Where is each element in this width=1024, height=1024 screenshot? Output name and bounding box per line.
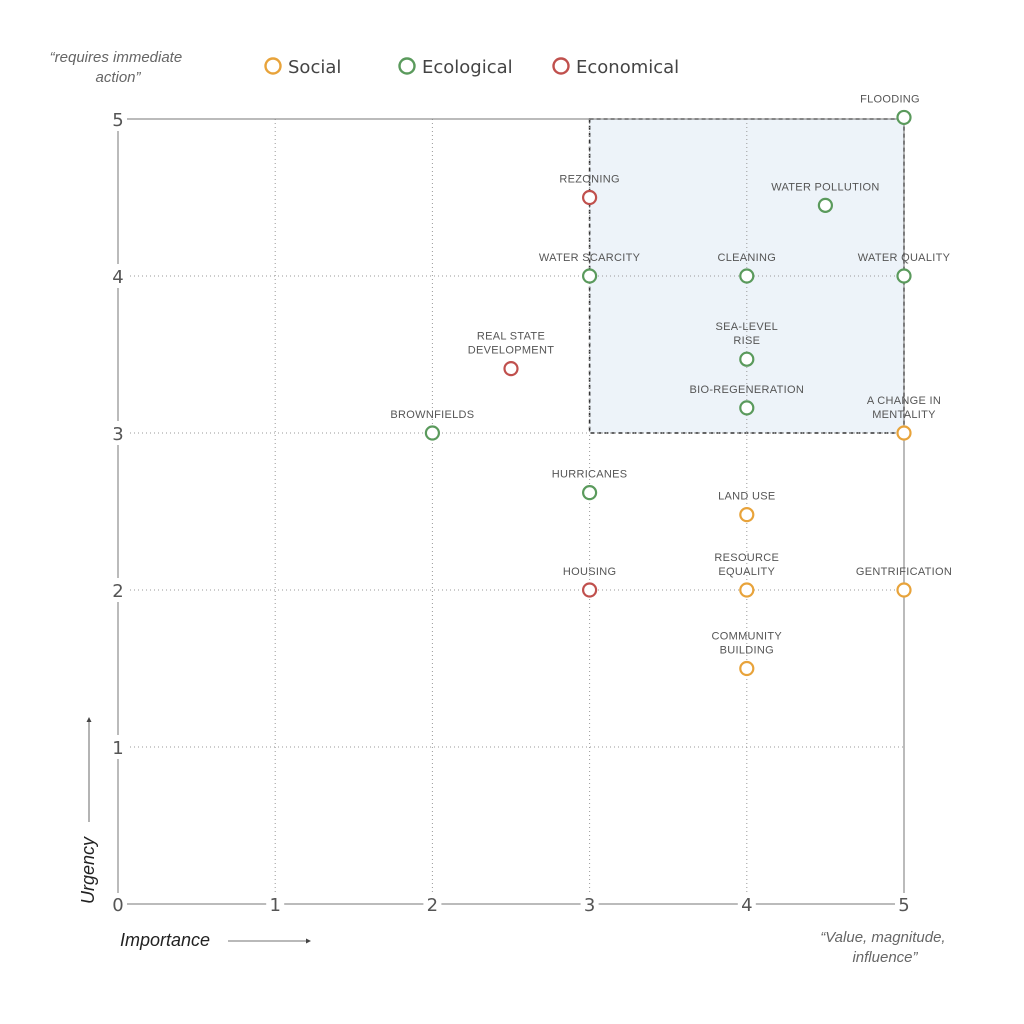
points-layer — [424, 109, 912, 677]
point-rezoning — [581, 189, 598, 206]
annotation-top: “requires immediate action” — [50, 49, 187, 86]
point-label-brownfields: BROWNFIELDS — [390, 409, 474, 421]
point-label-water-scarcity: WATER SCARCITY — [539, 252, 641, 264]
point-brownfields — [424, 425, 440, 441]
point-labels-layer: A CHANGE IN MENTALITY LAND USE RESOURCE EQUA… — [390, 93, 952, 657]
point-water-quality — [896, 268, 912, 284]
y-tick-label-3: 3 — [112, 424, 123, 445]
annotation-bottom-right: “Value, magnitude, influence” — [820, 929, 950, 966]
point-label-a-change-in-mentality: A CHANGE IN MENTALITY — [867, 395, 941, 421]
point-label-housing: HOUSING — [563, 566, 616, 578]
x-tick-label-4: 4 — [741, 895, 752, 916]
point-water-scarcity — [581, 268, 598, 284]
point-community-building — [739, 660, 755, 677]
point-housing — [581, 582, 598, 598]
legend-label-social: Social — [288, 57, 341, 78]
point-label-rezoning: REZONING — [559, 174, 619, 186]
x-tick-backing — [580, 893, 599, 915]
x-axis-title: Importance — [120, 930, 311, 950]
x-tick-backing — [895, 893, 913, 915]
x-tick-label-5: 5 — [898, 895, 909, 916]
legend-label-economical: Economical — [576, 57, 679, 78]
x-tick-label-0: 0 — [112, 895, 123, 916]
point-label-sea-level-rise: SEA-LEVEL RISE — [715, 321, 778, 347]
tick-labels-layer: 0 1 2 3 4 5 1 2 3 4 5 — [109, 107, 913, 916]
y-axis-arrowhead — [86, 717, 92, 722]
point-label-water-quality: WATER QUALITY — [858, 252, 951, 264]
y-tick-backing — [109, 264, 127, 288]
x-axis-arrowhead — [306, 938, 311, 944]
y-tick-backing — [109, 107, 127, 131]
point-label-gentrification: GENTRIFICATION — [856, 566, 952, 578]
y-tick-label-5: 5 — [112, 110, 123, 131]
point-sea-level-rise — [739, 351, 755, 367]
legend-label-ecological: Ecological — [422, 57, 513, 78]
legend-marker-economical — [552, 57, 570, 75]
point-label-water-pollution: WATER POLLUTION — [771, 181, 879, 193]
point-hurricanes — [581, 485, 598, 501]
y-tick-label-2: 2 — [112, 581, 123, 602]
y-axis-title: Urgency — [78, 717, 98, 904]
legend-marker-ecological — [398, 57, 416, 75]
y-tick-label-1: 1 — [112, 738, 123, 759]
point-land-use — [739, 507, 755, 523]
point-label-bio-regeneration: BIO-REGENERATION — [689, 384, 804, 396]
point-label-land-use: LAND USE — [718, 491, 775, 503]
y-tick-backing — [109, 578, 127, 602]
x-tick-label-1: 1 — [269, 895, 280, 916]
point-cleaning — [739, 268, 755, 284]
y-tick-backing — [109, 735, 127, 759]
point-label-community-building: COMMUNITY BUILDING — [712, 631, 783, 657]
x-tick-label-2: 2 — [427, 895, 438, 916]
axes-layer — [117, 118, 905, 905]
point-label-flooding: FLOODING — [860, 93, 920, 105]
point-water-pollution — [817, 197, 834, 213]
point-label-cleaning: CLEANING — [717, 252, 776, 264]
y-tick-label-4: 4 — [112, 267, 123, 288]
x-axis-label: Importance — [120, 930, 210, 950]
x-tick-backing — [737, 893, 756, 915]
point-real-state-development — [503, 361, 519, 377]
point-gentrification — [896, 582, 912, 598]
legend: Social Ecological Economical — [264, 57, 679, 78]
legend-item-social: Social — [264, 57, 341, 78]
legend-item-ecological: Ecological — [398, 57, 513, 78]
x-tick-label-3: 3 — [584, 895, 595, 916]
point-resource-equality — [739, 582, 755, 598]
point-label-hurricanes: HURRICANES — [552, 469, 628, 481]
point-a-change-in-mentality — [896, 425, 912, 441]
point-label-real-state-development: REAL STATE DEVELOPMENT — [468, 331, 554, 357]
legend-item-economical: Economical — [552, 57, 679, 78]
point-flooding — [896, 109, 912, 126]
legend-marker-social — [264, 57, 282, 75]
point-bio-regeneration — [739, 400, 755, 416]
x-tick-backing — [109, 893, 127, 915]
y-tick-backing — [109, 421, 127, 445]
y-axis-label: Urgency — [78, 836, 98, 904]
x-tick-backing — [423, 893, 442, 915]
x-tick-backing — [266, 893, 285, 915]
point-label-resource-equality: RESOURCE EQUALITY — [714, 552, 779, 578]
